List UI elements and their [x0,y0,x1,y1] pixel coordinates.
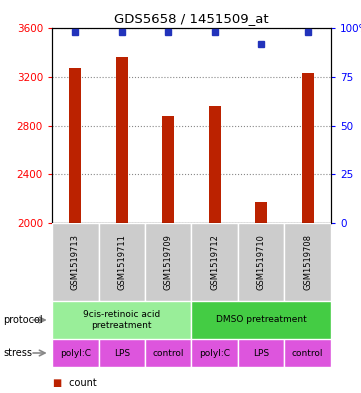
Bar [284,223,331,301]
Bar [191,223,238,301]
Text: GSM1519713: GSM1519713 [71,234,80,290]
Text: 9cis-retinoic acid
pretreatment: 9cis-retinoic acid pretreatment [83,310,160,330]
Bar [162,116,174,223]
Bar [145,339,191,367]
Text: GSM1519709: GSM1519709 [164,234,173,290]
Text: control: control [152,349,184,358]
Bar [209,106,221,223]
Bar [145,223,191,301]
Text: DMSO pretreatment: DMSO pretreatment [216,316,306,325]
Bar [116,57,127,223]
Title: GDS5658 / 1451509_at: GDS5658 / 1451509_at [114,13,269,26]
Text: GSM1519712: GSM1519712 [210,234,219,290]
Text: GSM1519710: GSM1519710 [257,234,266,290]
Text: ■: ■ [52,378,61,388]
Text: count: count [66,378,97,388]
Text: GSM1519711: GSM1519711 [117,234,126,290]
Bar [238,223,284,301]
Bar [284,339,331,367]
Bar [302,73,314,223]
Text: control: control [292,349,323,358]
Bar [52,223,99,301]
Text: protocol: protocol [4,315,43,325]
Text: stress: stress [4,348,32,358]
Text: polyI:C: polyI:C [199,349,230,358]
Bar [52,339,99,367]
Bar [191,301,331,339]
Bar [99,339,145,367]
Text: GSM1519708: GSM1519708 [303,234,312,290]
Text: LPS: LPS [253,349,269,358]
Bar [99,223,145,301]
Bar [69,68,81,223]
Bar [238,339,284,367]
Bar [256,202,267,223]
Text: LPS: LPS [114,349,130,358]
Text: polyI:C: polyI:C [60,349,91,358]
Bar [52,301,191,339]
Bar [191,339,238,367]
